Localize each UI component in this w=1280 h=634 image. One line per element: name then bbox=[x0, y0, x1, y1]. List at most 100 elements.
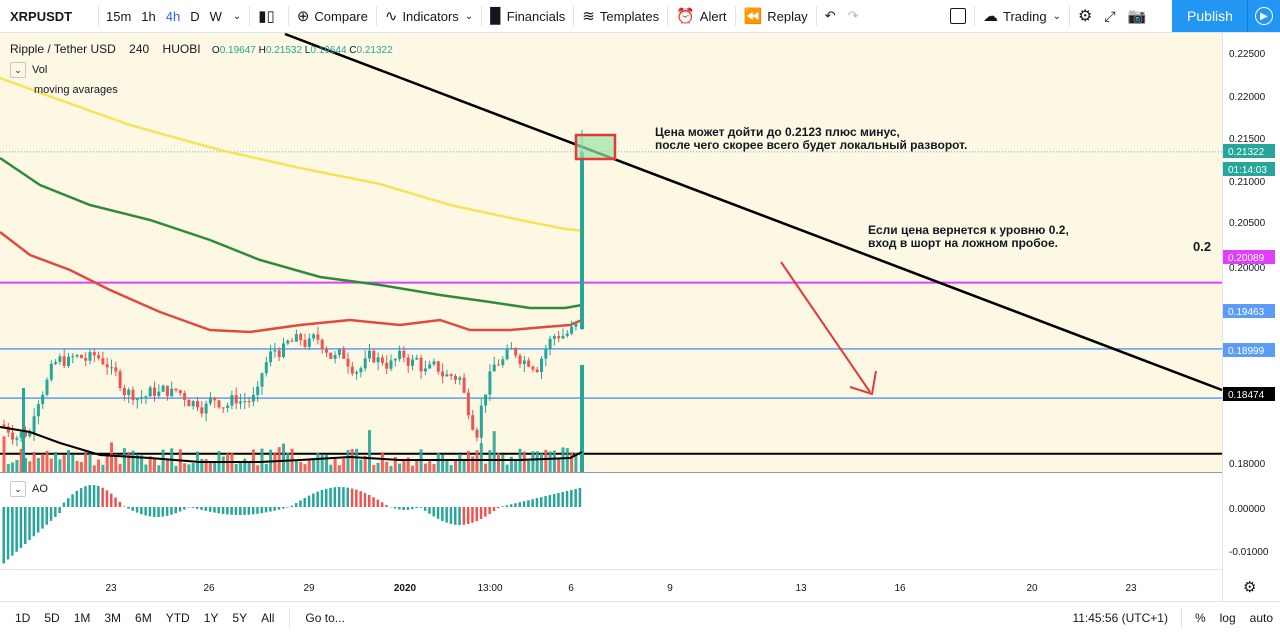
chevron-down-icon[interactable]: ⌄ bbox=[10, 481, 26, 497]
range-5y[interactable]: 5Y bbox=[225, 611, 254, 625]
volume-bar bbox=[84, 450, 87, 472]
indicators-button[interactable]: ∿Indicators⌄ bbox=[379, 0, 479, 32]
volume-bar bbox=[488, 450, 491, 472]
ao-bar bbox=[46, 507, 49, 525]
volume-bar bbox=[523, 452, 526, 472]
annotation-target[interactable]: Цена может дойти до 0.2123 плюс минус, п… bbox=[655, 126, 967, 152]
candle-body bbox=[557, 336, 560, 338]
publish-button[interactable]: Publish bbox=[1172, 0, 1248, 32]
volume-bar bbox=[80, 462, 83, 472]
annotation-short[interactable]: Если цена вернется к уровню 0.2, вход в … bbox=[868, 224, 1069, 250]
candle-body bbox=[218, 400, 221, 407]
candle-body bbox=[372, 351, 375, 362]
candle-body bbox=[334, 355, 337, 359]
range-5d[interactable]: 5D bbox=[37, 611, 66, 625]
ao-bar bbox=[175, 507, 178, 513]
legend-exchange: HUOBI bbox=[163, 42, 201, 56]
range-1m[interactable]: 1M bbox=[67, 611, 98, 625]
goto-button[interactable]: Go to... bbox=[298, 611, 351, 625]
interval-d[interactable]: D bbox=[185, 0, 204, 32]
candle-body bbox=[398, 351, 401, 359]
volume-bar bbox=[33, 452, 36, 472]
ao-bar bbox=[144, 507, 147, 515]
settings-button[interactable]: ⚙ bbox=[1072, 0, 1098, 32]
ao-bar bbox=[15, 507, 18, 552]
candle-body bbox=[553, 336, 556, 339]
volume-bar bbox=[97, 460, 100, 472]
snapshot-button[interactable]: 📷 bbox=[1122, 0, 1153, 32]
percent-toggle[interactable]: % bbox=[1188, 611, 1213, 625]
range-all[interactable]: All bbox=[254, 611, 281, 625]
volume-bar bbox=[368, 430, 371, 472]
play-button[interactable]: ▶ bbox=[1247, 0, 1280, 32]
compare-button[interactable]: ⊕Compare bbox=[291, 0, 374, 32]
candle-body bbox=[93, 352, 96, 355]
interval-15m[interactable]: 15m bbox=[101, 0, 136, 32]
candle-body bbox=[497, 365, 500, 366]
candle-body bbox=[299, 334, 302, 340]
range-ytd[interactable]: YTD bbox=[159, 611, 197, 625]
volume-bar bbox=[450, 465, 453, 472]
trading-button[interactable]: ☁Trading⌄ bbox=[977, 0, 1067, 32]
templates-button[interactable]: ≋Templates bbox=[576, 0, 665, 32]
ao-bar bbox=[123, 506, 126, 507]
ao-indicator-label[interactable]: ⌄ AO bbox=[10, 481, 48, 497]
candle-body bbox=[76, 355, 79, 356]
ao-bar bbox=[282, 507, 285, 509]
candle-body bbox=[312, 334, 315, 338]
ao-bar bbox=[557, 493, 560, 507]
candle-body bbox=[37, 404, 40, 416]
interval-4h[interactable]: 4h bbox=[161, 0, 185, 32]
volume-bar bbox=[200, 459, 203, 472]
volume-bar bbox=[37, 458, 40, 472]
range-3m[interactable]: 3M bbox=[97, 611, 128, 625]
vol-indicator-label[interactable]: ⌄Vol bbox=[10, 62, 47, 78]
range-1y[interactable]: 1Y bbox=[197, 611, 226, 625]
clock[interactable]: 11:45:56 (UTC+1) bbox=[1065, 611, 1175, 625]
candle-body bbox=[381, 357, 384, 362]
ao-label: AO bbox=[32, 483, 48, 495]
redo-button[interactable]: ↷ bbox=[842, 0, 865, 32]
ma-indicator-label[interactable]: moving avarages bbox=[34, 84, 118, 96]
financials-button[interactable]: ▉Financials bbox=[484, 0, 571, 32]
target-box bbox=[576, 135, 615, 159]
fullscreen-button[interactable]: ⤢ bbox=[1098, 0, 1121, 32]
undo-button[interactable]: ↶ bbox=[819, 0, 842, 32]
ao-bar bbox=[347, 488, 350, 507]
candle-body bbox=[454, 376, 457, 380]
candle-body bbox=[437, 361, 440, 371]
candle-body bbox=[364, 358, 367, 368]
candle-body bbox=[226, 406, 229, 408]
range-1d[interactable]: 1D bbox=[8, 611, 37, 625]
chart-type-button[interactable]: ▮▯ bbox=[252, 0, 286, 32]
candle-body bbox=[119, 371, 122, 388]
interval-w[interactable]: W bbox=[205, 0, 227, 32]
log-toggle[interactable]: log bbox=[1213, 611, 1243, 625]
auto-toggle[interactable]: auto bbox=[1243, 611, 1280, 625]
interval-dropdown[interactable]: ⌄ bbox=[227, 0, 247, 32]
interval-1h[interactable]: 1h bbox=[136, 0, 160, 32]
replay-label: Replay bbox=[767, 9, 807, 24]
chart-canvas[interactable]: 0.225000.220000.215000.210000.205000.200… bbox=[0, 33, 1280, 601]
chevron-down-icon[interactable]: ⌄ bbox=[10, 62, 26, 78]
replay-button[interactable]: ⏪Replay bbox=[738, 0, 814, 32]
candle-body bbox=[153, 388, 156, 396]
ao-bar bbox=[329, 488, 332, 507]
candle-body bbox=[501, 359, 504, 365]
candle-body bbox=[424, 368, 427, 371]
layout-button[interactable] bbox=[944, 0, 972, 32]
ao-bar bbox=[334, 487, 337, 507]
range-6m[interactable]: 6M bbox=[128, 611, 159, 625]
candle-body bbox=[342, 349, 345, 358]
divider bbox=[573, 6, 574, 26]
volume-bar bbox=[316, 453, 319, 472]
volume-bar bbox=[476, 450, 479, 472]
volume-bar bbox=[265, 464, 268, 472]
alert-button[interactable]: ⏰Alert bbox=[670, 0, 732, 32]
candle-body bbox=[261, 373, 264, 386]
candle-body bbox=[493, 365, 496, 372]
ao-bar bbox=[114, 498, 117, 507]
symbol-search[interactable]: XRPUSDT bbox=[0, 0, 96, 32]
legend-high: 0.21532 bbox=[266, 45, 302, 56]
